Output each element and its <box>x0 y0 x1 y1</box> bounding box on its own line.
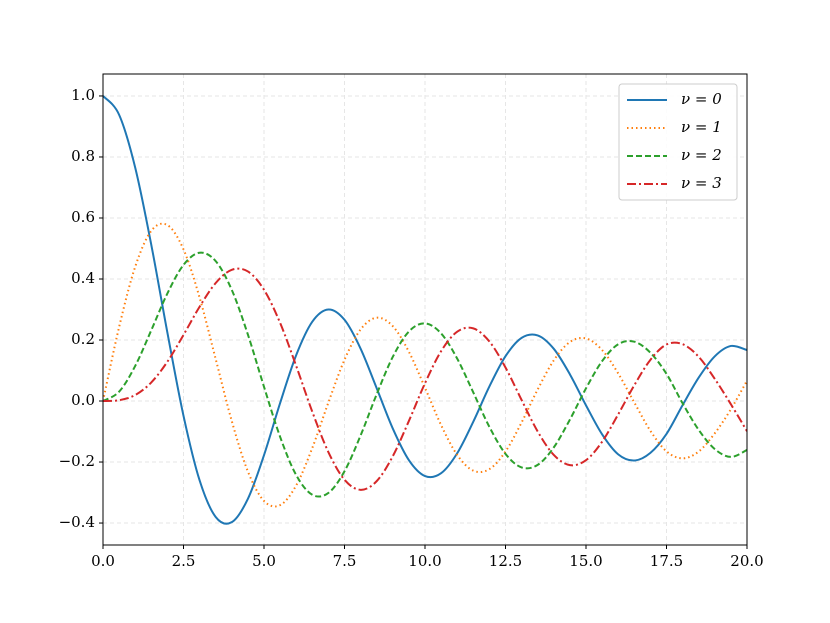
x-tick-label: 20.0 <box>730 552 763 570</box>
x-tick-label: 10.0 <box>408 552 441 570</box>
legend-label: ν = 2 <box>681 146 722 164</box>
y-tick-label: −0.4 <box>59 513 95 531</box>
x-tick-label: 17.5 <box>650 552 683 570</box>
x-tick-label: 0.0 <box>91 552 115 570</box>
series-line <box>103 222 747 508</box>
legend-box <box>618 83 738 201</box>
series-line <box>103 267 747 491</box>
plot-frame <box>102 73 748 546</box>
series-line <box>103 251 747 498</box>
y-tick-label: 0.0 <box>71 391 95 409</box>
y-tick-label: −0.2 <box>59 452 95 470</box>
x-tick-label: 12.5 <box>489 552 522 570</box>
x-tick-label: 5.0 <box>252 552 276 570</box>
y-tick-label: 1.0 <box>71 86 95 104</box>
x-tick-label: 15.0 <box>569 552 602 570</box>
legend-label: ν = 3 <box>681 174 722 192</box>
y-tick-label: 0.6 <box>71 208 95 226</box>
legend-label: ν = 1 <box>681 118 722 136</box>
y-tick-label: 0.2 <box>71 330 95 348</box>
x-tick-label: 7.5 <box>333 552 357 570</box>
x-tick-label: 2.5 <box>172 552 196 570</box>
legend-label: ν = 0 <box>681 90 722 108</box>
series-line <box>103 95 747 525</box>
y-tick-label: 0.4 <box>71 269 95 287</box>
y-tick-label: 0.8 <box>71 147 95 165</box>
